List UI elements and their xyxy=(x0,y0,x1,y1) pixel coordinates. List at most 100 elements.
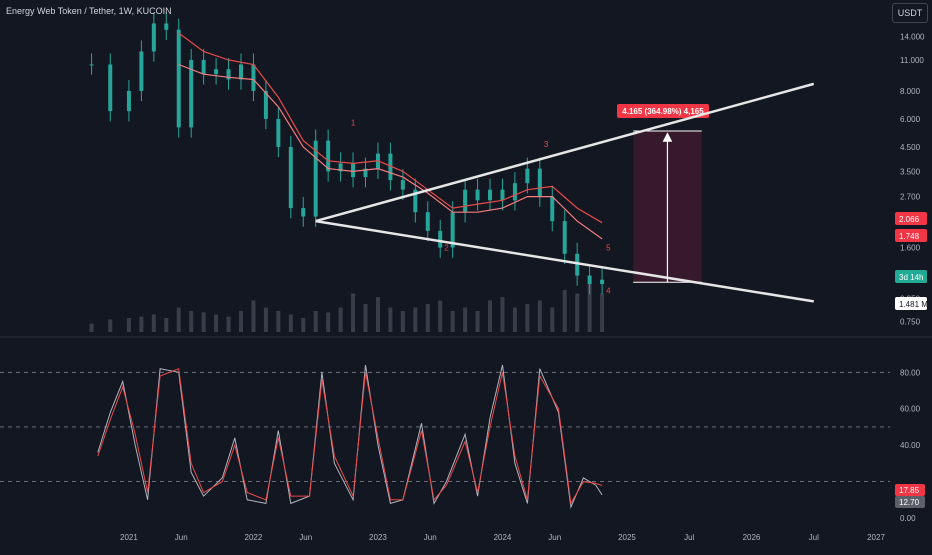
volume-bar xyxy=(313,311,318,332)
candle-body xyxy=(313,140,318,217)
grid-layer xyxy=(0,336,932,482)
stochastic-layer xyxy=(97,364,603,509)
price-tick-label: 6.000 xyxy=(900,115,921,124)
trendline-upper[interactable] xyxy=(315,82,815,223)
volume-bar xyxy=(251,300,256,332)
price-label: 3d 14h xyxy=(899,273,923,282)
volume-bar xyxy=(413,307,418,332)
candle-body xyxy=(351,163,356,178)
candle-body xyxy=(475,189,480,201)
price-tick-label: 1.600 xyxy=(900,244,921,253)
candle-body xyxy=(276,118,281,147)
price-label: 2.066 xyxy=(899,215,920,224)
volume-bar xyxy=(108,319,113,332)
volume-bar xyxy=(575,293,580,332)
price-tick-label: 2.700 xyxy=(900,193,921,202)
osc-price-label: 12.70 xyxy=(899,498,920,507)
zigzag-label: 2 xyxy=(444,244,449,253)
time-tick-label: Jul xyxy=(684,533,694,542)
zigzag-label: 5 xyxy=(606,244,611,253)
osc-label-box xyxy=(895,496,925,508)
time-tick-label: 2022 xyxy=(245,533,263,542)
candle-body xyxy=(164,23,169,30)
stoch-d-line xyxy=(97,368,603,505)
price-tick-label: 14.000 xyxy=(900,32,925,41)
candle-body xyxy=(450,212,455,248)
price-tick-label: 4.500 xyxy=(900,143,921,152)
volume-bar xyxy=(238,311,243,332)
volume-bar xyxy=(201,312,206,332)
volume-bar xyxy=(276,311,281,332)
time-tick-label: Jun xyxy=(548,533,561,542)
time-tick-label: Jun xyxy=(175,533,188,542)
volume-bar xyxy=(375,297,380,332)
candle-body xyxy=(388,153,393,181)
volume-bar xyxy=(226,316,231,332)
candle-body xyxy=(176,29,181,128)
volume-bar xyxy=(351,293,356,332)
zigzag-label: 4 xyxy=(606,286,611,295)
volume-bar xyxy=(189,311,194,332)
candle-body xyxy=(238,64,243,80)
price-label: 1.748 xyxy=(899,232,920,241)
volume-bar xyxy=(214,314,219,332)
volume-bar xyxy=(425,304,430,332)
candle-body xyxy=(550,196,555,222)
candle-body xyxy=(363,168,368,178)
trendline-layer: 1 2 3 4 5 xyxy=(315,82,815,303)
candle-body xyxy=(89,64,94,66)
volume-bar xyxy=(400,311,405,332)
measure-layer: 4.165 (364.98%) 4,165 xyxy=(617,104,709,283)
price-label-box xyxy=(895,229,927,242)
volume-bar xyxy=(388,307,393,332)
volume-bar xyxy=(450,311,455,332)
volume-bar xyxy=(139,316,144,332)
ma-red-line xyxy=(178,32,603,224)
currency-button[interactable]: USDT xyxy=(892,3,928,23)
time-tick-label: 2027 xyxy=(867,533,885,542)
volume-bar xyxy=(600,293,605,332)
volume-bar xyxy=(176,307,181,332)
volume-bar xyxy=(512,307,517,332)
candle-body xyxy=(151,23,156,52)
osc-tick-label: 60.00 xyxy=(900,405,921,414)
measure-label: 4.165 (364.98%) 4,165 xyxy=(622,107,704,116)
volume-bar xyxy=(463,307,468,332)
zigzag-label: 3 xyxy=(544,140,549,149)
volume-bar xyxy=(550,307,555,332)
candle-body xyxy=(201,59,206,75)
time-tick-label: 2024 xyxy=(494,533,512,542)
candle-body xyxy=(139,51,144,91)
volume-layer xyxy=(89,283,605,332)
candle-body xyxy=(301,208,306,217)
stoch-k-line xyxy=(97,364,603,509)
price-labels-layer: 2.066 1.748 3d 14h 1.481 M 17.85 12.70 xyxy=(895,212,928,508)
volume-bar xyxy=(288,314,293,332)
time-tick-label: Jul xyxy=(809,533,819,542)
volume-bar xyxy=(363,304,368,332)
candle-body xyxy=(562,221,567,254)
osc-price-label: 17.85 xyxy=(899,486,920,495)
volume-bar xyxy=(326,312,331,332)
candle-body xyxy=(108,64,113,112)
price-tick-label: 3.500 xyxy=(900,167,921,176)
time-tick-label: 2021 xyxy=(120,533,138,542)
price-label-box xyxy=(895,212,927,225)
trendline-lower[interactable] xyxy=(315,219,814,303)
candle-body xyxy=(214,69,219,75)
price-tick-label: 0.750 xyxy=(900,317,921,326)
volume-bar xyxy=(338,307,343,332)
osc-tick-label: 80.00 xyxy=(900,368,921,377)
candle-body xyxy=(226,69,231,80)
symbol-title: Energy Web Token / Tether, 1W, KUCOIN xyxy=(6,6,172,16)
candle-body xyxy=(326,140,331,172)
candles-layer xyxy=(89,12,605,295)
volume-bar xyxy=(587,283,592,332)
candle-body xyxy=(463,189,468,213)
volume-bar xyxy=(488,300,493,332)
measure-label-box xyxy=(617,104,709,118)
candle-body xyxy=(488,189,493,201)
volume-bar xyxy=(151,314,156,332)
